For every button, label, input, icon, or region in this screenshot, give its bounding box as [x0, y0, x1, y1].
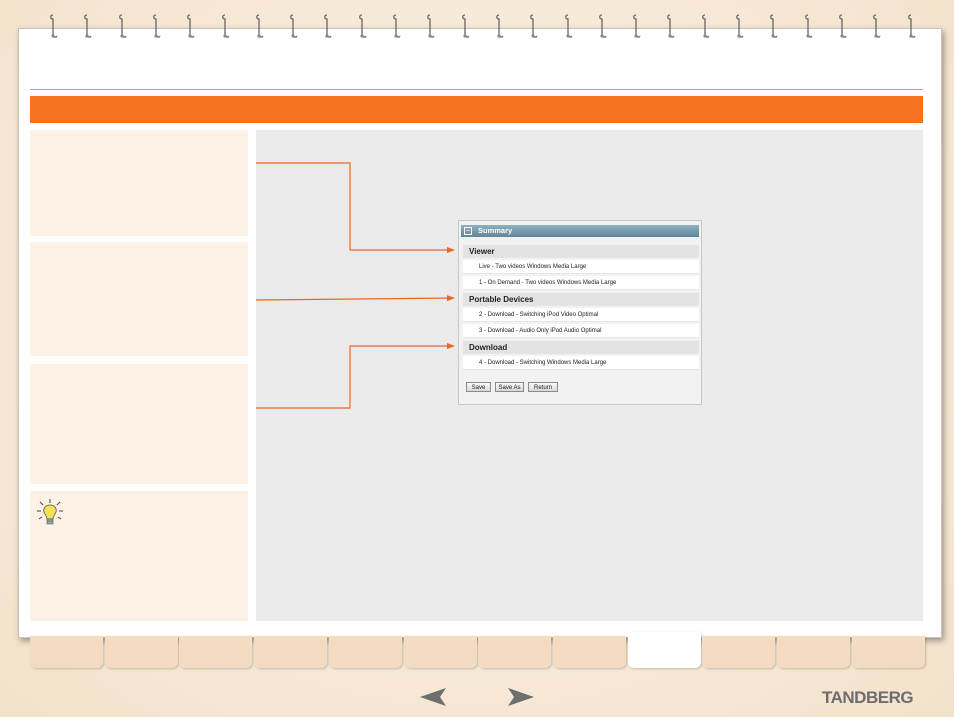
spiral-ring	[254, 14, 264, 40]
tab-10[interactable]	[702, 636, 776, 668]
tab-2[interactable]	[104, 636, 178, 668]
left-arrow-icon[interactable]	[418, 686, 448, 708]
spiral-ring	[48, 14, 58, 40]
spiral-ring	[597, 14, 607, 40]
spiral-ring	[117, 14, 127, 40]
summary-screenshot: – Summary Viewer Live - Two videos Windo…	[458, 220, 702, 405]
spiral-ring	[665, 14, 675, 40]
spiral-ring	[494, 14, 504, 40]
title-bar	[30, 96, 923, 123]
tab-5[interactable]	[328, 636, 402, 668]
summary-header[interactable]: – Summary	[461, 225, 699, 237]
tab-12[interactable]	[851, 636, 925, 668]
tab-4[interactable]	[254, 636, 328, 668]
info-box-portable-devices	[30, 242, 248, 356]
spiral-ring	[425, 14, 435, 40]
collapse-icon[interactable]: –	[464, 227, 472, 235]
tab-8[interactable]	[552, 636, 626, 668]
spiral-ring	[837, 14, 847, 40]
spiral-ring	[906, 14, 916, 40]
spiral-ring	[803, 14, 813, 40]
list-item[interactable]: 1 - On Demand - Two videos Windows Media…	[463, 276, 699, 290]
info-box-viewer	[30, 130, 248, 236]
spiral-ring	[357, 14, 367, 40]
section-viewer: Viewer	[463, 245, 699, 258]
spiral-ring	[631, 14, 641, 40]
section-download: Download	[463, 341, 699, 354]
spiral-ring	[768, 14, 778, 40]
save-button[interactable]: Save	[466, 382, 491, 392]
list-item[interactable]: 4 - Download - Switching Windows Media L…	[463, 356, 699, 370]
save-as-button[interactable]: Save As	[495, 382, 524, 392]
spiral-ring	[288, 14, 298, 40]
summary-title: Summary	[478, 226, 513, 235]
lightbulb-icon	[37, 499, 63, 525]
spiral-ring	[185, 14, 195, 40]
tab-1[interactable]	[30, 636, 103, 668]
spiral-ring	[151, 14, 161, 40]
spiral-ring	[734, 14, 744, 40]
tab-11[interactable]	[777, 636, 850, 668]
spiral-ring	[322, 14, 332, 40]
section-portable-devices: Portable Devices	[463, 293, 699, 306]
tab-9[interactable]	[627, 632, 701, 668]
tip-box	[30, 491, 248, 621]
tab-6[interactable]	[403, 636, 477, 668]
spiral-ring	[391, 14, 401, 40]
tab-3[interactable]	[179, 636, 253, 668]
spiral-ring	[528, 14, 538, 40]
list-item[interactable]: 2 - Download - Switching iPod Video Opti…	[463, 308, 699, 322]
spiral-ring	[82, 14, 92, 40]
spiral-ring	[460, 14, 470, 40]
tab-7[interactable]	[478, 636, 552, 668]
spiral-ring	[563, 14, 573, 40]
right-arrow-icon[interactable]	[506, 686, 536, 708]
list-item[interactable]: 3 - Download - Audio Only iPod Audio Opt…	[463, 324, 699, 338]
return-button[interactable]: Return	[528, 382, 558, 392]
header-rule	[30, 89, 923, 90]
info-box-download	[30, 364, 248, 484]
tandberg-logo: TANDBERG	[822, 688, 914, 707]
spiral-ring	[871, 14, 881, 40]
spiral-ring	[220, 14, 230, 40]
spiral-ring	[700, 14, 710, 40]
list-item[interactable]: Live - Two videos Windows Media Large	[463, 260, 699, 274]
